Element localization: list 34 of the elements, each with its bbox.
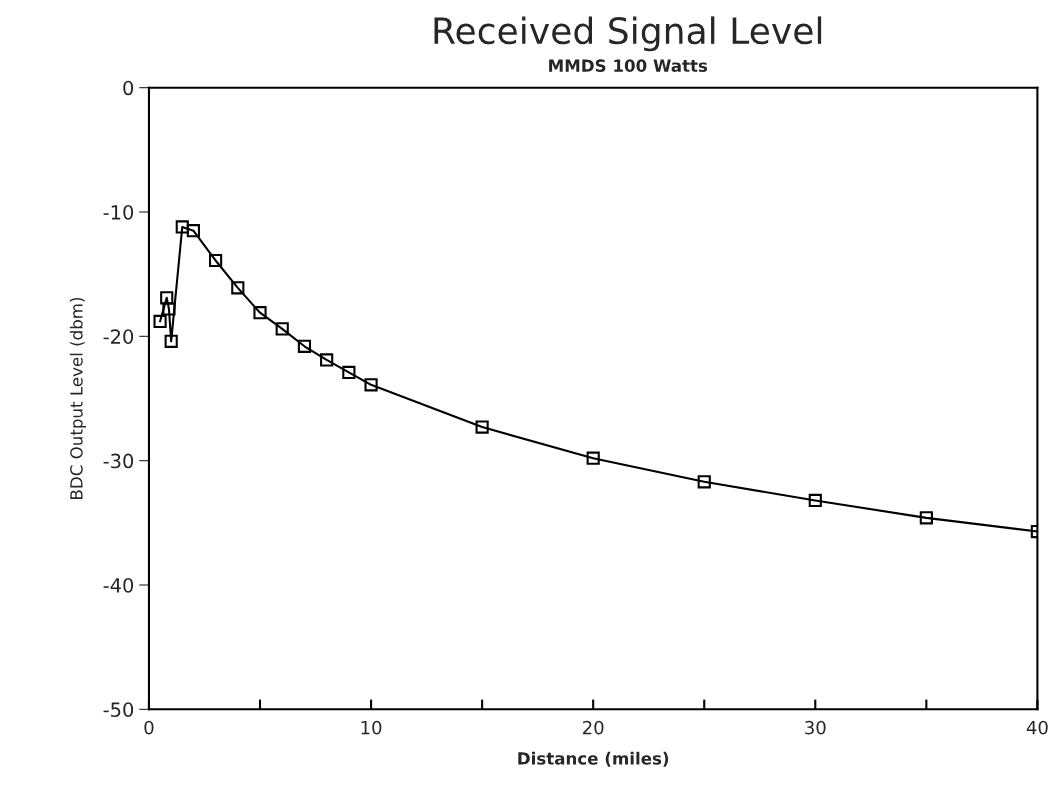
point bbox=[275, 322, 289, 336]
point bbox=[160, 291, 174, 305]
point bbox=[162, 302, 176, 316]
point bbox=[697, 475, 711, 489]
x-tick-label: 40 bbox=[1026, 720, 1048, 735]
point bbox=[342, 365, 356, 379]
point bbox=[808, 493, 822, 508]
chart-title: Received Signal Level bbox=[434, 16, 822, 52]
point bbox=[297, 339, 312, 353]
point bbox=[320, 353, 334, 367]
y-tick-label: -10 bbox=[103, 204, 134, 220]
point bbox=[209, 253, 223, 268]
y-tick-label: -30 bbox=[103, 453, 134, 469]
y-tick-label: -50 bbox=[103, 702, 134, 717]
y-tick-label: -40 bbox=[103, 577, 134, 593]
point bbox=[186, 224, 200, 238]
point bbox=[475, 420, 489, 434]
point bbox=[253, 306, 267, 320]
point bbox=[231, 281, 245, 295]
point bbox=[586, 451, 600, 465]
point bbox=[919, 511, 933, 525]
x-axis-title: Distance (miles) bbox=[518, 751, 669, 767]
point bbox=[164, 334, 178, 348]
y-tick-label: 0 bbox=[123, 80, 134, 96]
point bbox=[175, 220, 189, 234]
chart-subtitle: MMDS 100 Watts bbox=[549, 59, 708, 72]
point bbox=[364, 378, 378, 392]
x-tick-label: 10 bbox=[361, 720, 382, 735]
y-axis-title: BDC Output Level (dbm) bbox=[69, 297, 86, 499]
y-tick-label: -20 bbox=[103, 329, 134, 344]
x-tick-label: 20 bbox=[583, 720, 604, 735]
x-tick-label: 0 bbox=[144, 720, 154, 735]
point bbox=[153, 314, 167, 329]
x-tick-label: 30 bbox=[805, 720, 826, 735]
